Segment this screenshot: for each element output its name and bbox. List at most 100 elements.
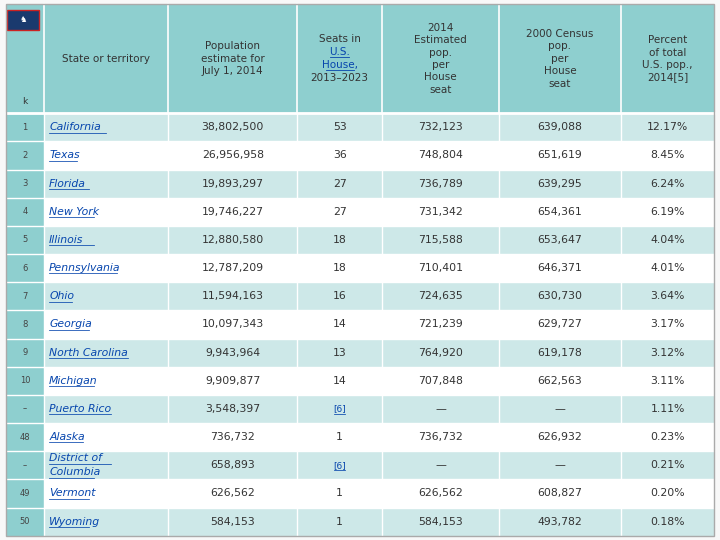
Text: 27: 27 [333,179,346,188]
Bar [6,282,44,310]
Bar [168,198,297,226]
Bar [297,282,382,310]
Bar [6,226,44,254]
Bar [382,254,499,282]
Bar [499,508,621,536]
Bar [297,254,382,282]
Text: Texas: Texas [49,151,80,160]
Bar [382,113,499,141]
Bar [499,4,621,113]
Text: 1: 1 [336,517,343,526]
Text: 2: 2 [22,151,27,160]
Bar [44,170,168,198]
Text: 748,804: 748,804 [418,151,463,160]
Text: 6: 6 [22,264,27,273]
Text: Florida: Florida [49,179,86,188]
Bar [499,423,621,451]
Bar [6,170,44,198]
Bar [168,310,297,339]
Bar [44,310,168,339]
Text: Pennsylvania: Pennsylvania [49,263,121,273]
Bar [297,339,382,367]
Text: 26,956,958: 26,956,958 [202,151,264,160]
Text: 584,153: 584,153 [210,517,255,526]
Bar [6,4,44,113]
Bar [382,141,499,170]
Bar [297,508,382,536]
Text: ♞: ♞ [19,16,27,24]
Bar [297,170,382,198]
Text: 646,371: 646,371 [538,263,582,273]
Text: Percent
of total
U.S. pop.,
2014[5]: Percent of total U.S. pop., 2014[5] [642,35,693,83]
Bar [168,141,297,170]
Bar [168,170,297,198]
Bar [621,170,714,198]
Bar [6,451,44,480]
Bar [499,282,621,310]
Text: —: — [435,460,446,470]
Bar [499,226,621,254]
Bar [382,395,499,423]
Bar [621,254,714,282]
Text: 731,342: 731,342 [418,207,463,217]
Text: 5: 5 [22,235,27,245]
Text: –: – [23,461,27,470]
Bar [44,226,168,254]
Text: 626,562: 626,562 [418,489,463,498]
Text: 3.12%: 3.12% [651,348,685,357]
Bar [44,282,168,310]
Bar [6,141,44,170]
Text: 653,647: 653,647 [538,235,582,245]
Text: 53: 53 [333,123,346,132]
Bar [168,508,297,536]
Text: 662,563: 662,563 [538,376,582,386]
Bar [297,480,382,508]
Bar [168,423,297,451]
Text: 736,732: 736,732 [210,432,255,442]
Text: 736,789: 736,789 [418,179,463,188]
Text: –: – [23,404,27,414]
Text: 0.21%: 0.21% [650,460,685,470]
Bar [621,395,714,423]
Bar [499,141,621,170]
Text: 707,848: 707,848 [418,376,463,386]
Bar [7,10,39,30]
Text: 11,594,163: 11,594,163 [202,291,264,301]
Bar [382,198,499,226]
Bar [297,395,382,423]
Text: —: — [554,404,565,414]
Bar [44,508,168,536]
Text: Michigan: Michigan [49,376,98,386]
Text: 9: 9 [22,348,27,357]
Text: 0.23%: 0.23% [650,432,685,442]
Text: —: — [554,460,565,470]
Bar [44,339,168,367]
Bar [168,367,297,395]
Bar [382,451,499,480]
Bar [44,395,168,423]
Text: 50: 50 [19,517,30,526]
Text: 3.64%: 3.64% [651,291,685,301]
Bar [499,170,621,198]
Bar [621,141,714,170]
Bar [499,339,621,367]
Text: 1: 1 [336,489,343,498]
Text: 38,802,500: 38,802,500 [202,123,264,132]
Text: Population
estimate for
July 1, 2014: Population estimate for July 1, 2014 [201,42,264,76]
Text: 630,730: 630,730 [538,291,582,301]
Bar [44,4,168,113]
Bar [6,254,44,282]
Text: 3.11%: 3.11% [651,376,685,386]
Text: 8.45%: 8.45% [651,151,685,160]
Bar [499,451,621,480]
Text: Alaska: Alaska [49,432,85,442]
Bar [297,310,382,339]
Bar [382,170,499,198]
Text: 48: 48 [19,433,30,442]
Bar [6,423,44,451]
Text: U.S.: U.S. [329,48,350,57]
Bar [382,367,499,395]
Text: 658,893: 658,893 [210,460,255,470]
Text: 10: 10 [19,376,30,385]
Bar [382,480,499,508]
